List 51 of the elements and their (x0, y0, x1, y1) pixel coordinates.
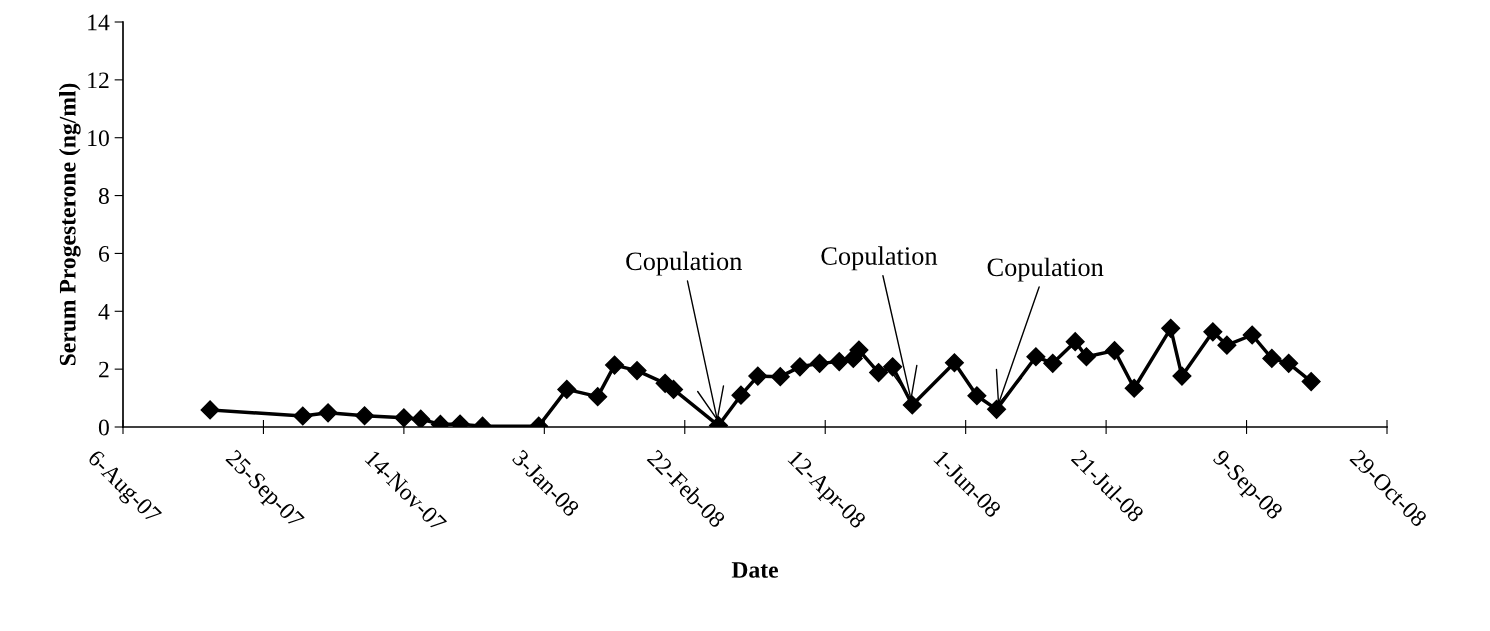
point (967, 386, 987, 406)
y-tick-label: 10 (88, 130, 109, 147)
point (394, 408, 414, 427)
point (200, 400, 220, 420)
point (829, 352, 849, 372)
point (605, 355, 625, 375)
point (1124, 378, 1144, 398)
point (627, 361, 647, 381)
point (1217, 335, 1237, 355)
point (944, 353, 964, 373)
y-tick-label: 6 (99, 245, 110, 262)
point (1161, 318, 1181, 338)
point (849, 340, 869, 360)
point (902, 395, 922, 415)
annotation: Copulation (626, 251, 742, 276)
point (588, 387, 608, 407)
point (1242, 325, 1262, 345)
point (810, 353, 830, 373)
point (557, 379, 577, 399)
point (1105, 341, 1125, 361)
y-tick-label: 4 (98, 303, 110, 320)
x-axis-title: Date (731, 562, 778, 578)
point (1203, 322, 1223, 342)
point (790, 357, 810, 377)
point (1172, 366, 1192, 386)
point (1076, 347, 1096, 367)
point (987, 399, 1007, 419)
y-tick-label: 14 (88, 14, 110, 31)
point (1026, 347, 1046, 367)
point (355, 406, 375, 426)
y-tick-label: 0 (98, 419, 109, 436)
point (883, 357, 903, 377)
point (1043, 353, 1063, 373)
y-axis-title: Serum Progesterone (ng/ml) (59, 83, 81, 366)
point (1262, 348, 1282, 368)
point (770, 367, 790, 387)
point (664, 379, 684, 399)
point (1065, 332, 1085, 352)
point (869, 363, 889, 383)
annotation: Copulation (987, 257, 1104, 282)
y-tick-label: 2 (99, 361, 109, 378)
point (731, 385, 751, 405)
point (748, 366, 768, 386)
annotation: Copulation (821, 246, 938, 271)
y-tick-label: 8 (98, 188, 109, 204)
point (318, 403, 338, 423)
point (293, 406, 313, 426)
point (411, 409, 431, 427)
y-tick-label: 12 (88, 72, 109, 89)
point (1301, 372, 1321, 392)
point (1279, 353, 1299, 373)
